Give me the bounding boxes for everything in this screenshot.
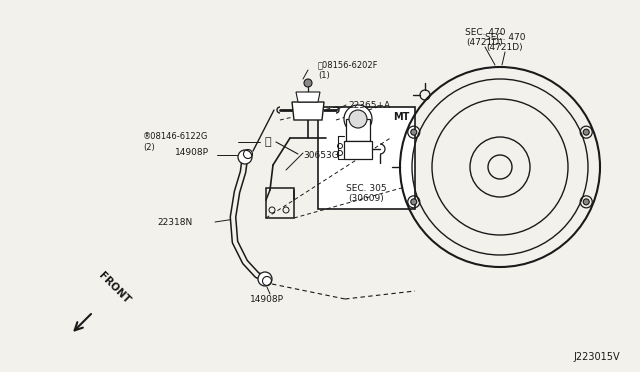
Circle shape: [238, 150, 252, 164]
Text: 22318N: 22318N: [157, 218, 192, 227]
Text: ®08146-6122G
(2): ®08146-6122G (2): [143, 132, 209, 152]
Text: J223015V: J223015V: [573, 352, 620, 362]
Text: MT: MT: [392, 112, 409, 122]
Text: 30653G: 30653G: [303, 151, 339, 160]
Bar: [344, 141, 372, 159]
Text: SEC. 305
(30609): SEC. 305 (30609): [346, 184, 387, 203]
Text: Ⓑ08156-6202F
(1): Ⓑ08156-6202F (1): [318, 60, 378, 80]
Circle shape: [258, 272, 272, 286]
Text: SEC. 470
(4721D): SEC. 470 (4721D): [484, 33, 525, 52]
Circle shape: [349, 110, 367, 128]
Circle shape: [411, 199, 417, 205]
Text: 14908P: 14908P: [175, 148, 209, 157]
Text: 14908P: 14908P: [250, 295, 284, 304]
Text: SEC. 470
(4721D): SEC. 470 (4721D): [465, 28, 505, 47]
Bar: [318, 107, 415, 209]
Circle shape: [344, 105, 372, 133]
Text: 22365+A: 22365+A: [348, 100, 390, 109]
Bar: [346, 119, 370, 141]
Circle shape: [304, 79, 312, 87]
Circle shape: [583, 129, 589, 135]
Text: FRONT: FRONT: [97, 271, 132, 306]
Text: Ⓑ: Ⓑ: [265, 137, 271, 147]
Circle shape: [411, 129, 417, 135]
Circle shape: [583, 199, 589, 205]
Polygon shape: [292, 102, 324, 120]
Polygon shape: [296, 92, 320, 102]
Bar: [266, 188, 294, 218]
